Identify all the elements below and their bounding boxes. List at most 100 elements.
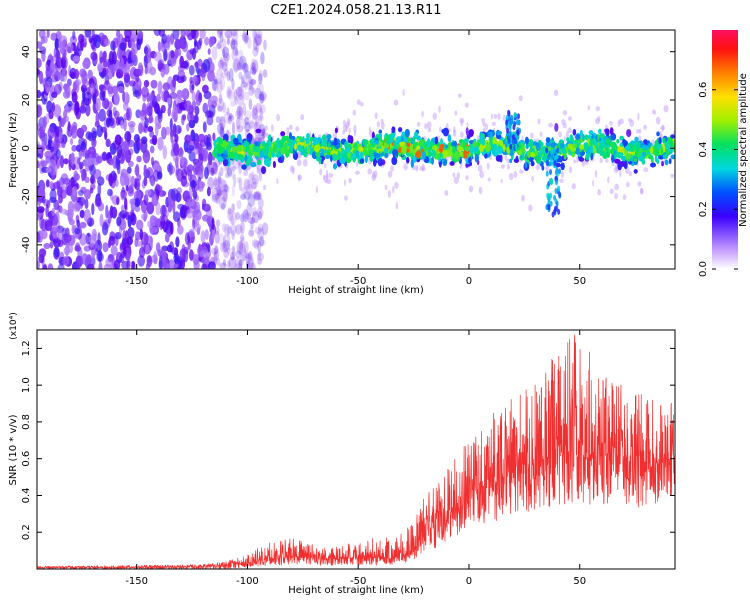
- heatmap-cell: [567, 116, 573, 121]
- heatmap-cell: [217, 176, 221, 187]
- heatmap-cell: [355, 150, 360, 158]
- heatmap-cell: [216, 68, 223, 79]
- heatmap-cell: [529, 152, 536, 158]
- heatmap-cell: [319, 168, 323, 176]
- heatmap-cell: [83, 209, 91, 223]
- heatmap-cell: [548, 178, 552, 185]
- heatmap-cell: [323, 174, 326, 180]
- snr-line-series: [37, 334, 675, 569]
- heatmap-cell: [514, 144, 518, 151]
- heatmap-cell: [191, 100, 197, 110]
- heatmap-cell: [506, 163, 510, 170]
- heatmap-cell: [650, 145, 654, 155]
- heatmap-cell: [232, 245, 236, 260]
- heatmap-cell: [197, 143, 203, 155]
- snr-frame: [36, 329, 676, 570]
- heatmap-cell: [558, 131, 562, 138]
- heatmap-cell: [134, 165, 140, 176]
- heatmap-cell: [609, 188, 614, 195]
- heatmap-cell: [562, 110, 568, 116]
- heatmap-cell: [234, 95, 239, 106]
- colorbar-tick-label: 0.4: [698, 142, 709, 158]
- heatmap-cell: [328, 172, 333, 178]
- heatmap-cell: [207, 98, 212, 109]
- heatmap-cell: [466, 134, 471, 140]
- heatmap-cell: [218, 93, 223, 104]
- x-tick-label: 0: [466, 276, 472, 287]
- heatmap-cell: [252, 47, 259, 57]
- heatmap-cell: [226, 89, 233, 99]
- heatmap-cell: [92, 93, 96, 103]
- heatmap-cell: [126, 260, 131, 269]
- heatmap-cell: [252, 30, 257, 41]
- heatmap-cell: [545, 164, 549, 172]
- heatmap-cell: [48, 212, 53, 227]
- heatmap-cell: [170, 188, 179, 202]
- heatmap-cell: [231, 48, 239, 62]
- heatmap-cell: [213, 159, 221, 168]
- heatmap-cell: [626, 181, 630, 188]
- heatmap-cell: [233, 89, 238, 102]
- heatmap-cell: [257, 223, 264, 232]
- heatmap-cell: [416, 145, 421, 150]
- heatmap-cell: [243, 78, 249, 91]
- heatmap-cell: [84, 30, 92, 38]
- heatmap-cell: [219, 57, 224, 67]
- heatmap-cell: [256, 82, 265, 96]
- heatmap-cell: [215, 116, 221, 124]
- heatmap-cell: [37, 104, 43, 118]
- heatmap-cell: [242, 62, 249, 73]
- heatmap-cell: [94, 198, 103, 208]
- heatmap-cell: [505, 114, 509, 121]
- heatmap-cell: [254, 226, 262, 235]
- heatmap-cell: [231, 31, 239, 42]
- heatmap-cell: [343, 150, 348, 160]
- heatmap-cell: [80, 99, 85, 113]
- heatmap-cell: [172, 211, 181, 223]
- heatmap-cell: [223, 159, 229, 167]
- heatmap-cell: [240, 254, 247, 262]
- heatmap-cell: [218, 196, 227, 210]
- heatmap-cell: [122, 230, 127, 243]
- heatmap-cell: [406, 157, 410, 164]
- heatmap-cell: [561, 147, 566, 154]
- heatmap-cell: [588, 130, 594, 136]
- heatmap-cell: [240, 117, 247, 129]
- heatmap-cell: [244, 212, 252, 220]
- heatmap-cell: [214, 168, 218, 176]
- heatmap-cell: [242, 102, 246, 116]
- heatmap-cell: [306, 146, 310, 154]
- y-tick-label: 20: [21, 94, 32, 107]
- heatmap-cell: [583, 144, 589, 152]
- heatmap-cell: [527, 142, 534, 148]
- heatmap-cell: [229, 150, 236, 160]
- y-tick-label: -40: [21, 237, 32, 253]
- heatmap-cell: [371, 142, 376, 148]
- heatmap-cell: [432, 145, 438, 151]
- heatmap-cell: [236, 153, 244, 160]
- heatmap-cell: [259, 90, 265, 104]
- heatmap-cell: [90, 83, 95, 95]
- heatmap-cell: [262, 69, 268, 78]
- heatmap-cell: [131, 260, 135, 269]
- heatmap-cell: [117, 85, 125, 93]
- x-tick-label: -150: [125, 276, 148, 287]
- heatmap-cell: [215, 257, 221, 266]
- heatmap-cell: [223, 235, 227, 249]
- heatmap-cell: [207, 48, 211, 55]
- heatmap-cell: [531, 175, 534, 182]
- heatmap-cell: [231, 230, 235, 240]
- heatmap-cell: [114, 134, 122, 146]
- heatmap-cell: [451, 145, 456, 154]
- heatmap-cell: [55, 211, 60, 224]
- heatmap-cell: [43, 263, 48, 269]
- heatmap-cell: [260, 93, 265, 103]
- heatmap-cell: [416, 121, 421, 127]
- heatmap-cell: [86, 86, 91, 96]
- heatmap-cell: [243, 178, 251, 190]
- heatmap-cell: [235, 86, 243, 97]
- heatmap-cell: [150, 79, 158, 89]
- heatmap-cell: [332, 132, 338, 140]
- heatmap-cell: [658, 154, 664, 160]
- heatmap-cell: [238, 49, 244, 59]
